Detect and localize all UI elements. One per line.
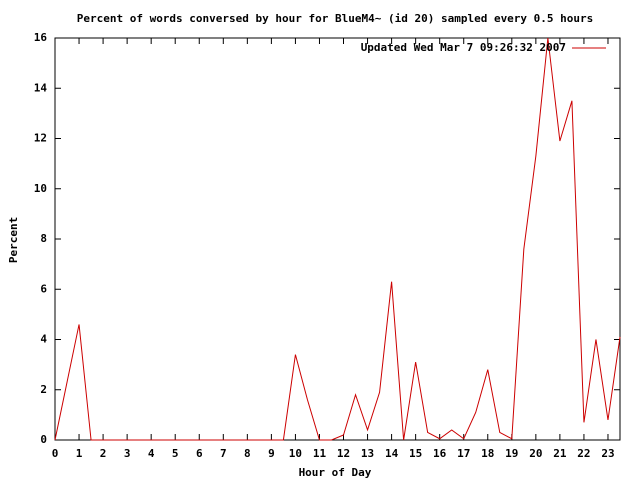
x-tick-label: 10 <box>289 447 302 460</box>
x-tick-label: 18 <box>481 447 494 460</box>
x-tick-label: 2 <box>100 447 107 460</box>
data-line <box>54 37 621 441</box>
x-tick-label: 4 <box>148 447 155 460</box>
y-tick-label: 12 <box>34 132 47 145</box>
x-tick-label: 1 <box>76 447 83 460</box>
x-tick-label: 14 <box>385 447 399 460</box>
x-tick-label: 9 <box>268 447 275 460</box>
y-tick-label: 2 <box>40 383 47 396</box>
y-tick-label: 0 <box>40 433 47 446</box>
y-tick-label: 8 <box>40 232 47 245</box>
y-tick-label: 4 <box>40 333 47 346</box>
y-tick-label: 6 <box>40 282 47 295</box>
x-tick-label: 20 <box>529 447 542 460</box>
chart-title: Percent of words conversed by hour for B… <box>77 12 594 25</box>
x-tick-label: 5 <box>172 447 179 460</box>
x-axis-label: Hour of Day <box>299 466 372 479</box>
x-tick-label: 11 <box>313 447 327 460</box>
x-tick-label: 15 <box>409 447 422 460</box>
x-tick-label: 22 <box>577 447 590 460</box>
x-tick-label: 23 <box>601 447 614 460</box>
x-tick-label: 17 <box>457 447 470 460</box>
x-tick-label: 3 <box>124 447 131 460</box>
x-tick-label: 19 <box>505 447 518 460</box>
plot-border <box>54 37 621 441</box>
y-tick-label: 10 <box>34 182 47 195</box>
x-tick-label: 8 <box>244 447 251 460</box>
x-tick-label: 16 <box>433 447 447 460</box>
x-tick-label: 7 <box>220 447 227 460</box>
x-tick-label: 21 <box>553 447 567 460</box>
legend-label: Updated Wed Mar 7 09:26:32 2007 <box>361 41 566 54</box>
y-axis-label: Percent <box>7 217 20 263</box>
y-tick-label: 16 <box>34 31 48 44</box>
x-tick-label: 6 <box>196 447 203 460</box>
x-tick-label: 0 <box>52 447 59 460</box>
x-tick-label: 13 <box>361 447 374 460</box>
x-tick-label: 12 <box>337 447 350 460</box>
y-tick-label: 14 <box>34 81 48 94</box>
